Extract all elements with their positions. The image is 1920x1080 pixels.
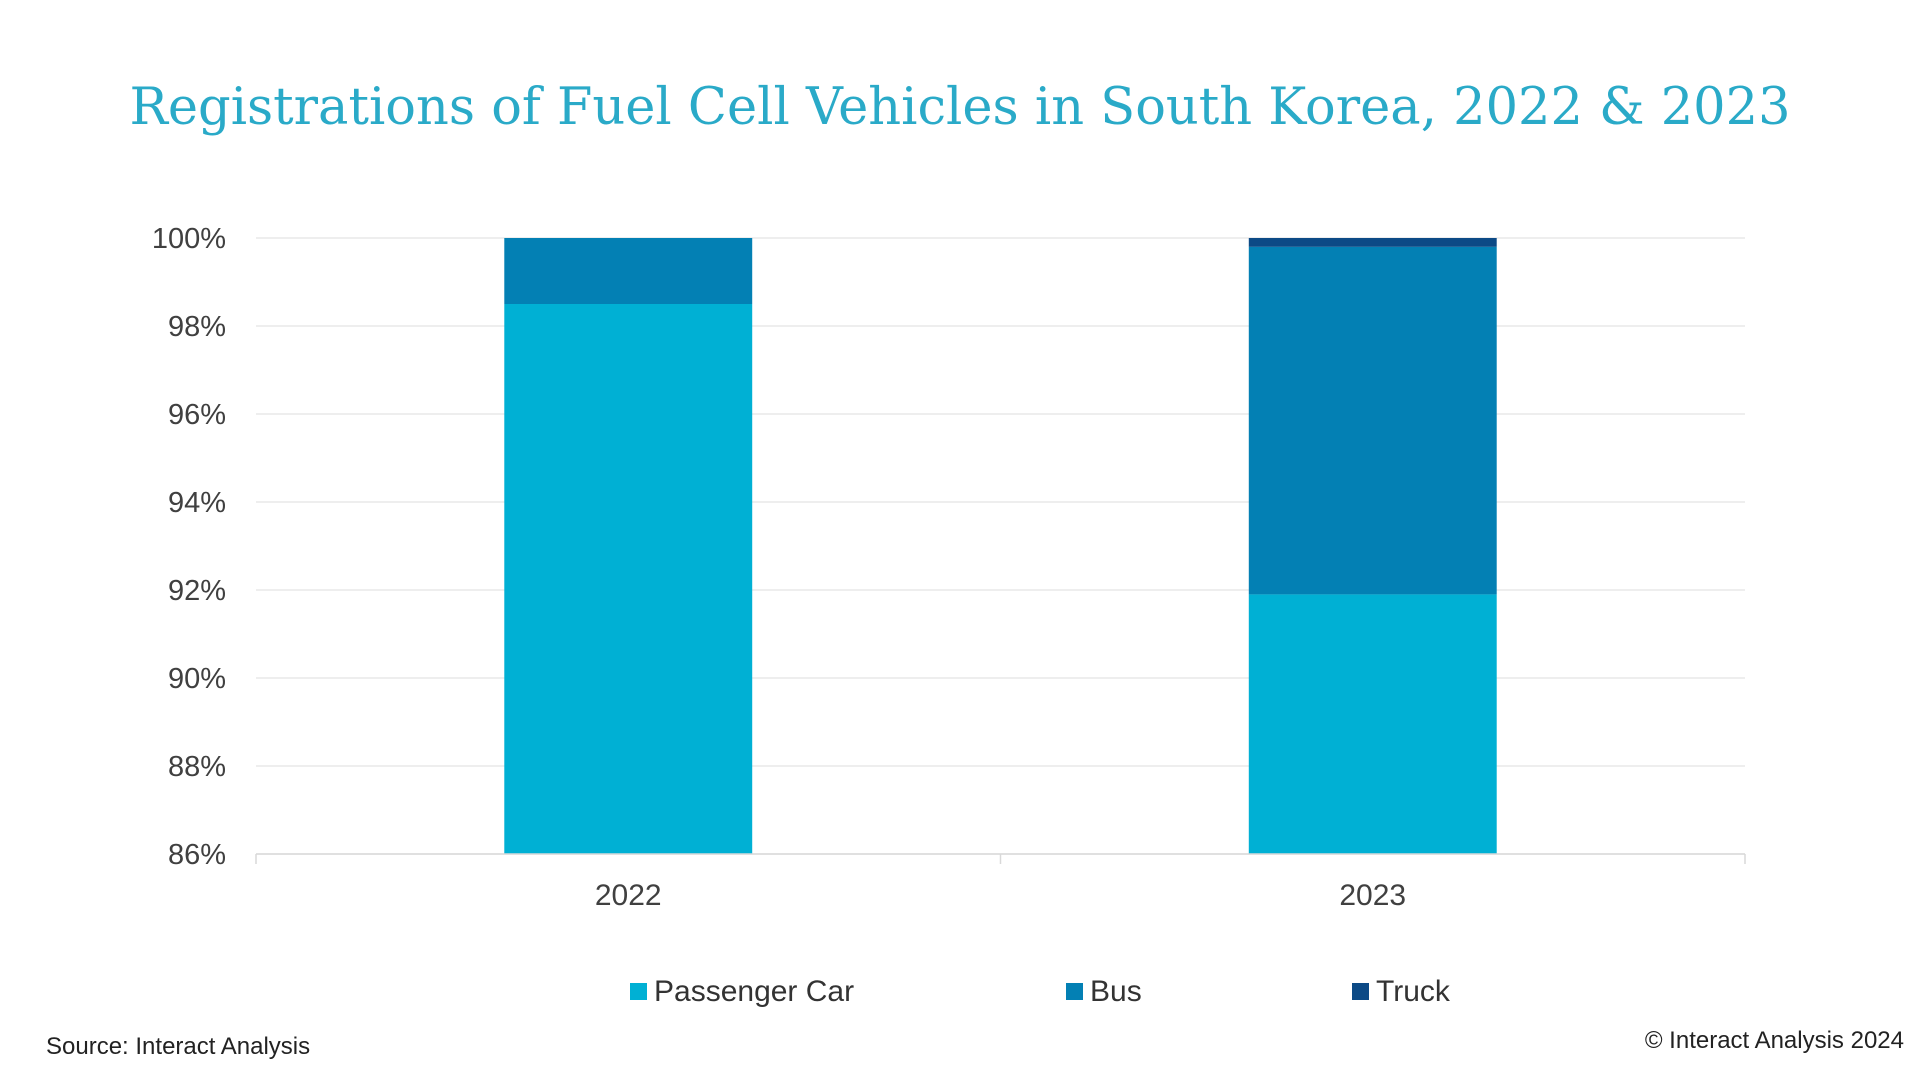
legend-swatch — [630, 983, 647, 1000]
gridlines — [256, 237, 1745, 855]
source-note: Source: Interact Analysis — [46, 1033, 311, 1060]
copyright-note: © Interact Analysis 2024 — [1644, 1027, 1904, 1054]
legend-item: Truck — [1352, 975, 1451, 1008]
legend: Passenger Car Bus Truck — [630, 975, 1451, 1008]
bar-segment-bus — [1248, 246, 1497, 595]
y-tick-label: 90% — [168, 663, 226, 695]
legend-swatch — [1066, 983, 1083, 1000]
legend-item: Passenger Car — [630, 975, 854, 1008]
legend-item: Bus — [1066, 975, 1142, 1008]
bar-segment-bus — [504, 238, 753, 304]
x-tick-label: 2022 — [595, 879, 662, 912]
y-tick-label: 96% — [168, 399, 226, 431]
chart-title: Registrations of Fuel Cell Vehicles in S… — [129, 78, 1791, 137]
bar-segment-truck — [1248, 238, 1497, 247]
y-tick-label: 94% — [168, 487, 226, 519]
legend-swatch — [1352, 983, 1369, 1000]
x-axis-tick-labels: 2022 2023 — [595, 879, 1406, 912]
bars — [504, 238, 1497, 854]
legend-label: Truck — [1376, 975, 1451, 1008]
x-tick-label: 2023 — [1339, 879, 1406, 912]
bar-segment-passenger-car — [1248, 594, 1497, 854]
y-tick-label: 86% — [168, 839, 226, 871]
y-tick-label: 98% — [168, 311, 226, 343]
y-axis-tick-labels: 86% 88% 90% 92% 94% 96% 98% 100% — [152, 223, 226, 871]
y-tick-label: 100% — [152, 223, 226, 255]
legend-label: Bus — [1090, 975, 1142, 1008]
y-tick-label: 92% — [168, 575, 226, 607]
y-tick-label: 88% — [168, 751, 226, 783]
bar-segment-passenger-car — [504, 304, 753, 854]
x-axis — [255, 853, 1746, 864]
legend-label: Passenger Car — [654, 975, 854, 1008]
